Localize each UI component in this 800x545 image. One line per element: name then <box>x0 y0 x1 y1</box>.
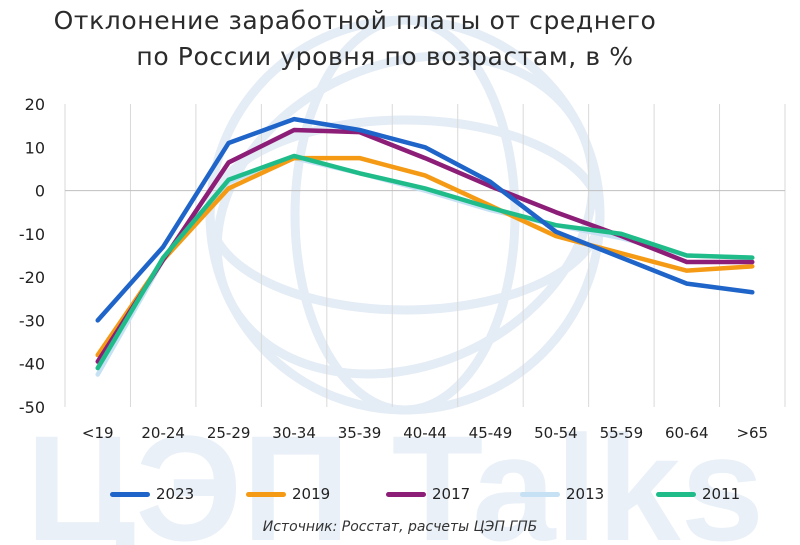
legend-item-2011: 2011 <box>656 482 740 506</box>
legend-item-2017: 2017 <box>386 482 470 506</box>
legend-item-2019: 2019 <box>246 482 330 506</box>
y-tick-label: -50 <box>19 398 45 417</box>
x-tick-label: 55-59 <box>600 424 644 442</box>
legend-swatch <box>386 491 426 497</box>
watermark-text: ЦЭП Talks <box>26 404 764 545</box>
y-tick-label: 10 <box>25 138 45 157</box>
legend-label: 2017 <box>432 485 471 503</box>
series-line-2023 <box>95 116 755 323</box>
x-tick-label: 50-54 <box>534 424 578 442</box>
x-tick-label: >65 <box>736 424 768 442</box>
legend: 2023 2019 2017 2013 2011 <box>0 482 800 506</box>
y-tick-label: 20 <box>25 95 45 114</box>
legend-label: 2023 <box>156 485 195 503</box>
legend-swatch <box>656 491 696 497</box>
legend-item-2023: 2023 <box>110 482 194 506</box>
y-tick-label: -30 <box>19 311 45 330</box>
x-tick-label: 30-34 <box>272 424 316 442</box>
chart-title-line-2: по России уровня по возрастам, в % <box>136 42 634 71</box>
legend-item-2013: 2013 <box>520 482 604 506</box>
legend-swatch <box>246 491 286 497</box>
x-tick-label: 45-49 <box>469 424 513 442</box>
legend-swatch <box>520 491 560 497</box>
y-tick-label: -10 <box>19 225 45 244</box>
x-tick-label: 20-24 <box>141 424 185 442</box>
x-tick-label: 35-39 <box>338 424 382 442</box>
legend-label: 2019 <box>292 485 331 503</box>
chart-title-line-1: Отклонение заработной платы от среднего <box>53 6 657 35</box>
x-tick-label: 25-29 <box>207 424 251 442</box>
y-tick-label: 0 <box>35 182 45 201</box>
legend-swatch <box>110 491 150 497</box>
legend-label: 2013 <box>566 485 605 503</box>
series-line-2019 <box>95 155 755 358</box>
x-tick-label: 40-44 <box>403 424 447 442</box>
series-line-2011 <box>95 153 755 371</box>
x-tick-label: 60-64 <box>665 424 709 442</box>
source-note: Источник: Росстат, расчеты ЦЭП ГПБ <box>262 519 538 535</box>
x-tick-label: <19 <box>82 424 114 442</box>
legend-label: 2011 <box>702 485 741 503</box>
series-line-2017 <box>95 127 755 364</box>
y-tick-label: -40 <box>19 355 45 374</box>
y-tick-label: -20 <box>19 268 45 287</box>
